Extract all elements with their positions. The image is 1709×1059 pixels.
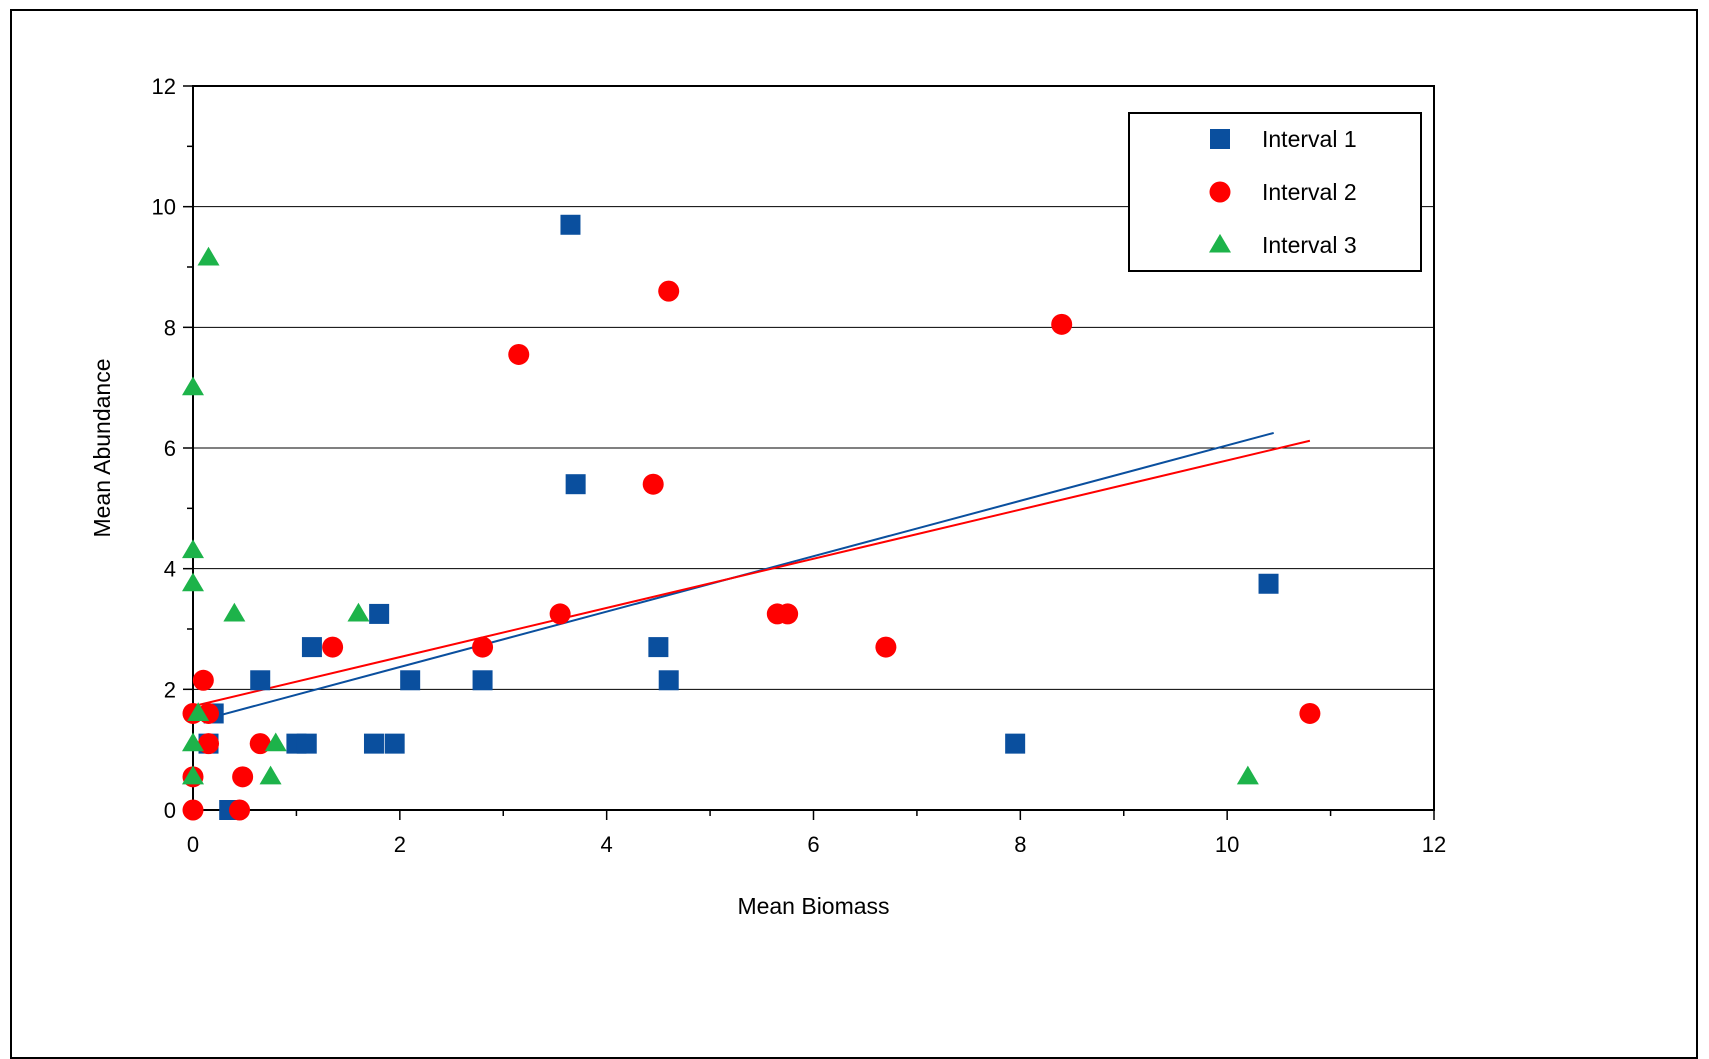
point-interval-3: [182, 376, 204, 396]
y-tick-label: 0: [164, 798, 176, 823]
legend-marker-2: [1209, 181, 1231, 203]
x-tick-label: 10: [1215, 832, 1239, 857]
point-interval-1: [250, 670, 271, 691]
y-tick-label: 4: [164, 557, 176, 582]
point-interval-1: [648, 637, 669, 658]
legend-marker-3: [1209, 233, 1231, 253]
point-interval-3: [187, 702, 210, 722]
y-tick-label: 8: [164, 315, 176, 340]
y-tick-label: 6: [164, 436, 176, 461]
point-interval-2: [875, 636, 897, 658]
point-interval-1: [1258, 573, 1279, 594]
point-interval-2: [1299, 702, 1321, 724]
point-interval-1: [400, 670, 421, 691]
x-tick-label: 8: [1014, 832, 1026, 857]
point-interval-2: [508, 343, 530, 365]
trendlines: [192, 431, 1311, 720]
x-tick-label: 6: [807, 832, 819, 857]
legend-label: Interval 1: [1262, 126, 1357, 152]
legend-label: Interval 3: [1262, 232, 1357, 258]
point-interval-2: [658, 280, 680, 302]
y-axis-title: Mean Abundance: [89, 358, 115, 537]
x-tick-label: 4: [601, 832, 613, 857]
point-interval-3: [223, 602, 246, 622]
point-interval-2: [1051, 313, 1073, 335]
point-interval-1: [369, 603, 390, 624]
y-tick-label: 12: [152, 74, 176, 99]
point-interval-3: [182, 572, 204, 592]
point-interval-1: [1005, 733, 1026, 754]
point-interval-1: [296, 733, 317, 754]
trendline-interval-2: [192, 439, 1311, 708]
point-interval-2: [322, 636, 344, 658]
point-interval-1: [565, 474, 586, 495]
x-tick-label: 0: [187, 832, 199, 857]
point-interval-1: [384, 733, 405, 754]
point-interval-2: [192, 669, 214, 691]
point-interval-3: [182, 732, 204, 752]
point-interval-2: [549, 603, 571, 625]
point-interval-2: [777, 603, 799, 625]
y-tick-label: 2: [164, 677, 176, 702]
point-interval-2: [198, 733, 220, 755]
point-interval-1: [472, 670, 493, 691]
x-tick-label: 2: [394, 832, 406, 857]
point-interval-3: [259, 765, 282, 785]
legend: Interval 1 Interval 2 Interval 3: [1128, 112, 1422, 272]
legend-box: [1128, 112, 1422, 272]
point-interval-2: [232, 766, 254, 788]
point-interval-2: [229, 799, 251, 821]
point-interval-3: [347, 602, 370, 622]
legend-label: Interval 2: [1262, 179, 1357, 205]
point-interval-2: [472, 636, 494, 658]
point-interval-3: [182, 539, 204, 559]
point-interval-1: [363, 733, 384, 754]
point-interval-3: [197, 246, 220, 266]
point-interval-3: [1236, 765, 1259, 785]
point-interval-2: [182, 799, 204, 821]
point-interval-1: [301, 637, 322, 658]
point-interval-2: [642, 473, 664, 495]
data-points: [182, 214, 1321, 821]
legend-marker-1: [1210, 129, 1230, 149]
point-interval-3: [182, 765, 204, 785]
y-tick-label: 10: [152, 195, 176, 220]
point-interval-1: [560, 214, 581, 235]
point-interval-2: [249, 733, 271, 755]
point-interval-3: [264, 732, 287, 752]
point-interval-1: [658, 670, 679, 691]
x-tick-label: 12: [1422, 832, 1446, 857]
axes: 0 2 4 6 8 10 12 0 2 4 6 8 10 12: [152, 74, 1447, 857]
x-axis-title: Mean Biomass: [737, 893, 889, 919]
